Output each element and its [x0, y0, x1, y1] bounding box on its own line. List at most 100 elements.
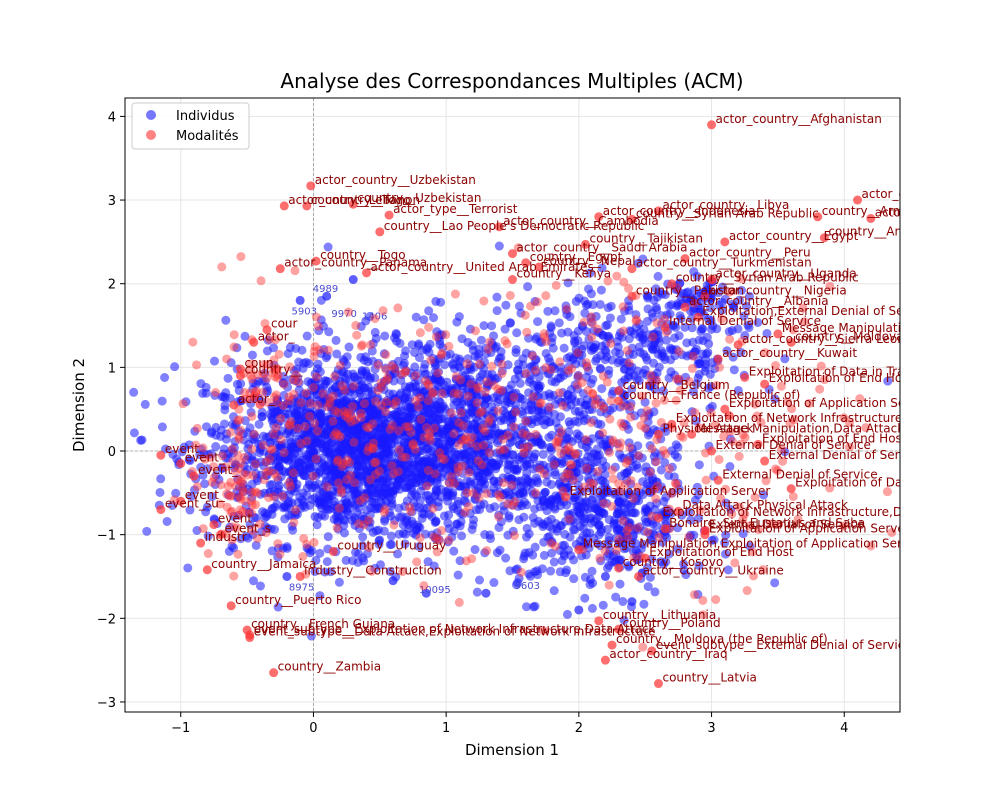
individu-point	[162, 516, 172, 526]
individu-point	[480, 530, 490, 540]
individu-point	[523, 477, 533, 487]
modalite-point	[356, 341, 366, 351]
individu-point	[360, 466, 370, 476]
individu-point	[543, 306, 553, 316]
individu-point	[348, 556, 358, 566]
modalite-point	[494, 490, 504, 500]
individu-point	[304, 407, 314, 417]
individu-point	[348, 275, 358, 285]
modalite-point	[449, 388, 459, 398]
modalite-point	[311, 454, 321, 464]
modalite-point	[477, 460, 487, 470]
modalite-point	[651, 457, 661, 467]
individu-point	[564, 434, 574, 444]
modalite-point	[565, 459, 575, 469]
individu-point	[249, 576, 259, 586]
y-tick-label: −1	[97, 529, 116, 544]
individu-point	[238, 480, 248, 490]
individu-point	[614, 508, 624, 518]
individu-point	[587, 603, 597, 613]
modalite-point	[604, 580, 614, 590]
modalite-point	[541, 291, 551, 301]
modalite-point	[419, 581, 429, 591]
modalite-point	[551, 437, 561, 447]
individu-point	[729, 365, 739, 375]
individu-point	[234, 426, 244, 436]
individu-point	[211, 430, 221, 440]
modalite-point	[343, 307, 353, 317]
modalite-point	[411, 371, 421, 381]
modalite-point	[462, 359, 472, 369]
individu-point	[402, 386, 412, 396]
individu-point	[585, 580, 595, 590]
individu-point	[320, 567, 330, 577]
modalite-label: Physical Attack	[662, 421, 753, 435]
individu-point	[476, 335, 486, 345]
individu-point	[269, 360, 279, 370]
individu-point	[246, 407, 256, 417]
modalite-point	[606, 396, 616, 406]
individu-point	[603, 303, 613, 313]
modalite-point	[285, 419, 295, 429]
modalite-point	[291, 505, 301, 515]
modalite-point	[815, 384, 825, 394]
individu-point	[223, 373, 233, 383]
modalite-point	[311, 312, 321, 322]
modalite-point	[247, 444, 257, 454]
individu-point	[523, 282, 533, 292]
modalite-point	[496, 386, 506, 396]
modalite-point	[259, 475, 269, 485]
individu-point	[573, 417, 583, 427]
legend-label-individus: Individus	[176, 109, 235, 124]
individu-point	[444, 524, 454, 534]
modalite-point	[688, 351, 698, 361]
y-tick-label: −3	[97, 696, 116, 711]
individu-point	[400, 539, 410, 549]
modalite-point	[468, 488, 478, 498]
modalite-point	[264, 493, 274, 503]
y-tick-label: 1	[108, 361, 116, 376]
individu-point	[206, 449, 216, 459]
modalite-point	[378, 306, 388, 316]
modalite-point	[263, 466, 273, 476]
modalite-point	[583, 385, 593, 395]
individu-point	[184, 455, 194, 465]
individu-point	[724, 327, 734, 337]
individu-point	[670, 333, 680, 343]
modalite-point	[484, 448, 494, 458]
modalite-point	[454, 418, 464, 428]
individu-point	[295, 441, 305, 451]
modalite-point	[374, 466, 384, 476]
modalite-point	[631, 316, 641, 326]
individu-point	[385, 566, 395, 576]
individu-point	[240, 331, 250, 341]
modalite-point	[308, 471, 318, 481]
individu-label: 4989	[313, 284, 338, 295]
modalite-point	[555, 388, 565, 398]
individu-point	[452, 519, 462, 529]
modalite-point	[464, 468, 474, 478]
modalite-label: country__Uruguay	[337, 538, 446, 552]
individu-point	[453, 570, 463, 580]
individu-point	[323, 532, 333, 542]
modalite-point	[233, 415, 243, 425]
modalite-point	[250, 459, 260, 469]
modalite-point	[556, 448, 566, 458]
individu-point	[408, 413, 418, 423]
modalite-point	[391, 396, 401, 406]
modalite-point	[642, 406, 652, 416]
modalite-point	[424, 428, 434, 438]
individu-point	[249, 430, 259, 440]
individu-point	[390, 515, 400, 525]
individu-point	[611, 347, 621, 357]
individu-point	[339, 489, 349, 499]
modalite-point	[289, 517, 299, 527]
individu-point	[470, 545, 480, 555]
modalite-point	[573, 348, 583, 358]
individu-point	[274, 481, 284, 491]
modalite-point	[546, 365, 556, 375]
individu-point	[638, 335, 648, 345]
individu-point	[459, 449, 469, 459]
modalite-point	[178, 399, 188, 409]
modalite-point	[689, 590, 699, 600]
